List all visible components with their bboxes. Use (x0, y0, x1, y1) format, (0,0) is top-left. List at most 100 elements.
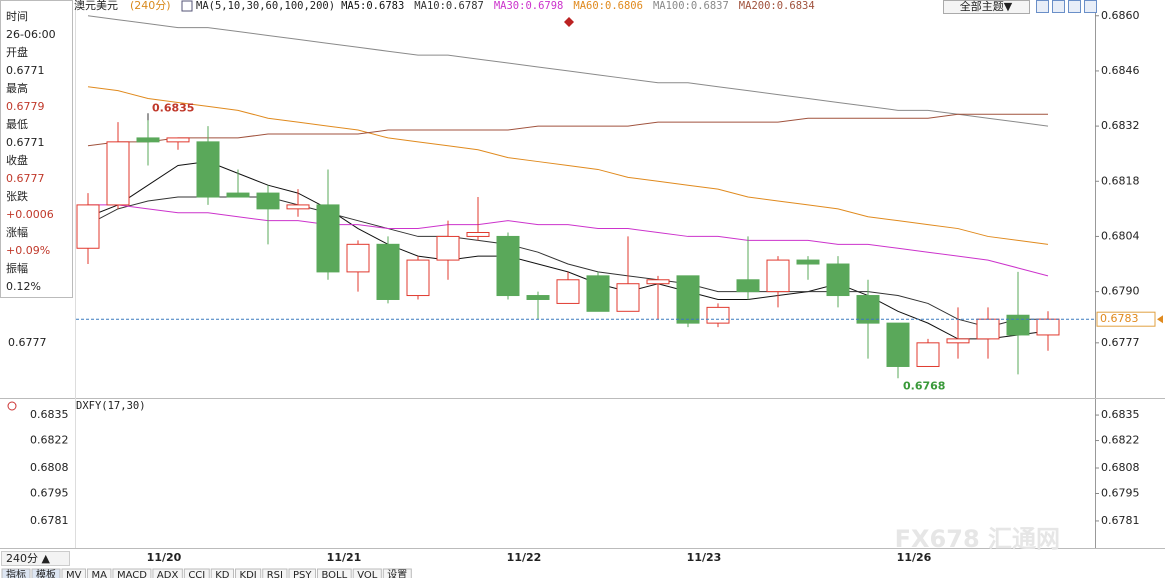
period-selector-label[interactable]: 240分 ▲ (6, 552, 50, 565)
y-tick-label: 0.6846 (1101, 64, 1140, 77)
tab[interactable] (382, 568, 412, 578)
legend-entry: MA100:0.6837 (653, 0, 729, 12)
candle-body (226, 192, 250, 198)
x-tick-label: 11/26 (897, 551, 932, 564)
tab[interactable] (112, 568, 152, 578)
y-tick-label: 0.6804 (1101, 229, 1140, 242)
toolbar-icons (1036, 0, 1097, 13)
period-label: (240分) (130, 0, 171, 12)
ma-line (87, 15, 1049, 127)
ma-line (88, 204, 1049, 277)
y-tick-label: 0.6835 (1101, 408, 1140, 421)
tab-label[interactable]: 模板 (36, 568, 56, 578)
candle-body (316, 204, 340, 273)
candle-body (796, 259, 820, 265)
candle-body (556, 279, 580, 304)
candle-body (916, 342, 940, 367)
tab[interactable] (316, 568, 352, 578)
tab[interactable] (31, 568, 61, 578)
candle-body (406, 259, 430, 297)
tab-label[interactable]: BOLL (321, 570, 347, 578)
info-value: 0.6779 (6, 100, 45, 113)
layout[interactable] (1084, 0, 1097, 13)
tab-label[interactable]: PSY (293, 570, 312, 578)
tab-label[interactable]: KD (215, 570, 230, 578)
zoom-out[interactable] (1052, 0, 1065, 13)
settings-icon[interactable] (7, 401, 17, 411)
period-selector[interactable] (1, 551, 70, 566)
tab-label[interactable]: MA (91, 570, 107, 578)
info-value: 0.12% (6, 280, 41, 293)
lower-panel-title: DXFY(17,30) (76, 400, 146, 412)
tab-label[interactable]: RSI (267, 570, 283, 578)
indicator-icon (181, 0, 193, 12)
tab[interactable] (61, 568, 86, 578)
x-tick-label: 11/22 (507, 551, 542, 564)
candle-body (466, 231, 490, 237)
y-tick-label: 0.6795 (1101, 486, 1140, 499)
candle-body (106, 141, 130, 206)
legend-entry: MA60:0.6806 (573, 0, 643, 12)
candle-body (586, 275, 610, 312)
legend-entry: MA10:0.6787 (414, 0, 484, 12)
tab-label[interactable]: ADX (157, 570, 179, 578)
info-value: 26-06:00 (6, 28, 56, 41)
candle-body (826, 263, 850, 297)
watermark: FX678 汇通网 (895, 525, 1060, 553)
tab[interactable] (235, 568, 262, 578)
current-price-box (1096, 311, 1156, 327)
info-panel (0, 0, 73, 298)
tab-label[interactable]: CCI (188, 570, 205, 578)
info-label: 收盘 (6, 153, 28, 167)
y-tick-label: 0.6790 (1101, 285, 1140, 298)
tab[interactable] (210, 568, 235, 578)
info-label: 涨幅 (6, 226, 28, 239)
tab-label[interactable]: MV (66, 570, 82, 578)
legend-entry: MA30:0.6798 (494, 0, 564, 12)
left-tick-label: 0.6835 (30, 408, 69, 421)
left-tick-label: 0.6808 (30, 461, 69, 474)
tab-label[interactable]: MACD (117, 570, 147, 578)
tab-label[interactable]: 指标 (6, 568, 26, 578)
tab[interactable] (352, 568, 382, 578)
high-label: 0.6835 (152, 101, 194, 114)
fit[interactable] (1068, 0, 1081, 13)
tab[interactable] (288, 568, 316, 578)
left-tick-label: 0.6795 (30, 486, 69, 499)
info-label: 最低 (6, 118, 28, 131)
candle-body (676, 275, 700, 324)
tab[interactable] (262, 568, 288, 578)
info-value: 0.6771 (6, 64, 45, 77)
theme-button[interactable] (943, 0, 1030, 14)
tab-label[interactable]: KDJ (240, 570, 257, 578)
tab[interactable] (183, 568, 210, 578)
candle-body (616, 283, 640, 312)
theme-button-label[interactable]: 全部主题▼ (960, 0, 1013, 13)
x-tick-label: 11/20 (147, 551, 182, 564)
info-label: 张跌 (6, 189, 28, 203)
ma-line (87, 86, 1049, 245)
x-tick-label: 11/21 (327, 551, 362, 564)
tab[interactable] (1, 568, 31, 578)
candle-body (496, 235, 520, 297)
tab[interactable] (152, 568, 183, 578)
candle-body (166, 137, 190, 143)
indicator-label: MA(5,10,30,60,100,200) (196, 0, 335, 12)
tab[interactable] (86, 568, 112, 578)
candle-body (706, 306, 730, 324)
candle-body (76, 204, 100, 249)
event-marker (564, 17, 574, 27)
chart-title: 澳元美元 (74, 0, 118, 12)
candle-body (136, 137, 160, 143)
candle-body (286, 204, 310, 210)
tab-label[interactable]: VOL (357, 570, 378, 578)
tab-label[interactable]: 设置 (387, 569, 407, 578)
left-tick-label: 0.6781 (30, 514, 69, 527)
info-value: +0.0006 (6, 208, 54, 221)
zoom-in[interactable] (1036, 0, 1049, 13)
y-tick-label: 0.6808 (1101, 461, 1140, 474)
candle-body (856, 295, 880, 324)
legend-entry: MA5:0.6783 (341, 0, 404, 12)
